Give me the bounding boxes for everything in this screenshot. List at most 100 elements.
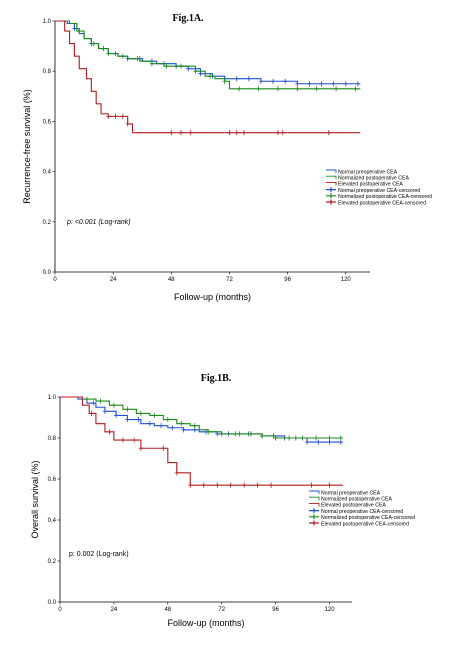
x-tick-label: 24 <box>111 607 118 613</box>
x-tick-label: 96 <box>272 607 279 613</box>
censor-mark <box>246 76 252 82</box>
censor-mark <box>152 412 157 419</box>
x-tick-label: 72 <box>226 277 233 283</box>
censor-mark <box>125 406 130 412</box>
legend-label: Elevated postoperative CEA-censored <box>321 521 409 527</box>
censor-mark <box>186 66 191 72</box>
figure-title: Fig.1A. <box>172 13 204 24</box>
censor-mark <box>147 421 153 427</box>
censor-mark <box>201 482 206 488</box>
x-tick-label: 48 <box>164 607 171 613</box>
censor-mark <box>236 86 242 92</box>
legend-label: Elevated postoperative CEA <box>338 182 403 188</box>
legend-swatch-line <box>309 496 320 501</box>
censor-mark <box>102 408 108 414</box>
censor-mark <box>178 63 184 69</box>
censor-mark <box>295 86 300 92</box>
censor-mark <box>125 121 130 127</box>
censor-mark <box>169 130 174 136</box>
censor-mark <box>234 76 239 82</box>
censor-mark <box>136 416 141 423</box>
censor-mark <box>227 130 232 136</box>
x-axis-label: Follow-up (months) <box>167 618 244 628</box>
censor-mark <box>111 402 117 408</box>
censor-mark <box>241 130 247 136</box>
legend-label: Normalized postoperative CEA <box>338 176 409 182</box>
y-tick-label: 0.4 <box>43 170 52 176</box>
censor-mark <box>300 435 305 441</box>
censor-mark <box>198 71 203 77</box>
x-axis-label: Follow-up (months) <box>174 292 251 302</box>
p-value-annotation: p: 0.002 (Log-rank) <box>69 551 129 558</box>
legend-swatch-cross <box>309 508 319 514</box>
censor-mark <box>331 81 336 87</box>
legend-swatch-cross <box>309 514 319 520</box>
y-axis-label: Recurrence-free survival (%) <box>22 89 32 204</box>
censor-mark <box>149 61 155 67</box>
censor-mark <box>106 113 111 119</box>
censor-mark <box>338 435 343 441</box>
censor-mark <box>222 78 227 84</box>
x-tick-label: 0 <box>53 277 57 283</box>
survival-curve <box>55 20 361 134</box>
survival-curve <box>55 20 361 85</box>
censor-mark <box>234 130 239 136</box>
censor-mark <box>219 431 224 437</box>
censor-mark <box>113 113 118 119</box>
legend-label: Normal preoperative CEA-censored <box>321 509 403 515</box>
censor-mark <box>192 423 197 429</box>
survival-curve <box>60 396 344 486</box>
censor-mark <box>193 68 198 74</box>
legend-swatch-cross <box>326 187 336 193</box>
censor-mark <box>206 429 211 435</box>
censor-mark <box>319 81 324 87</box>
censor-mark <box>343 81 348 87</box>
censor-mark <box>106 51 111 57</box>
y-tick-label: 0.0 <box>48 600 57 606</box>
censor-mark <box>161 445 166 451</box>
censor-mark <box>120 113 126 119</box>
y-tick-label: 0.0 <box>43 270 52 276</box>
x-tick-label: 120 <box>341 277 352 283</box>
y-tick-label: 0.6 <box>48 477 57 483</box>
censor-mark <box>286 435 292 441</box>
legend-label: Normal preoperative CEA-censored <box>338 188 420 194</box>
censor-mark <box>113 412 119 419</box>
censor-mark <box>174 470 179 476</box>
censor-mark <box>207 73 213 79</box>
censor-mark <box>304 439 310 445</box>
censor-mark <box>179 421 184 427</box>
censor-mark <box>188 482 193 488</box>
censor-mark <box>135 56 140 62</box>
censor-mark <box>333 86 339 92</box>
censor-mark <box>326 130 332 136</box>
legend-label: Normal preoperative CEA <box>338 169 398 175</box>
legend-label: Normalized postoperative CEA-censored <box>338 194 432 200</box>
censor-mark <box>158 423 164 429</box>
censor-mark <box>120 53 126 59</box>
survival-curve <box>60 396 344 443</box>
x-tick-label: 24 <box>110 277 117 283</box>
survival-curve <box>55 20 361 90</box>
censor-mark <box>138 410 144 416</box>
y-tick-label: 0.4 <box>48 518 57 524</box>
legend-swatch-line <box>326 169 337 173</box>
censor-mark <box>327 435 332 441</box>
censor-mark <box>138 445 144 451</box>
legend-label: Normalized postoperative CEA-censored <box>321 515 415 521</box>
censor-mark <box>314 86 319 92</box>
censor-mark <box>353 86 358 92</box>
censor-mark <box>313 435 319 441</box>
censor-mark <box>327 482 332 488</box>
legend-label: Normal preoperative CEA <box>321 490 381 496</box>
censor-mark <box>170 425 175 431</box>
censor-mark <box>107 429 112 435</box>
legend-swatch-cross <box>326 193 336 199</box>
censor-mark <box>215 482 220 488</box>
censor-mark <box>89 410 94 416</box>
censor-mark <box>275 130 281 136</box>
legend-label: Elevated postoperative CEA-censored <box>338 200 426 206</box>
censor-mark <box>256 86 261 92</box>
censor-mark <box>246 431 251 437</box>
censor-mark <box>295 81 300 87</box>
